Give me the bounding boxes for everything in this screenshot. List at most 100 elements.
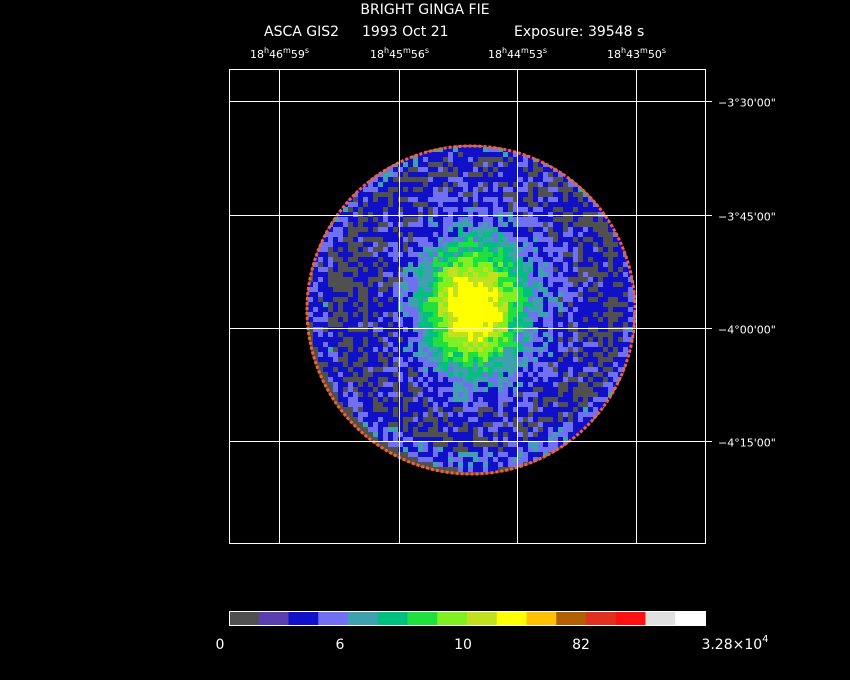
pixel: [498, 357, 503, 362]
pixel: [403, 382, 408, 387]
pixel: [543, 352, 548, 357]
pixel: [538, 312, 543, 317]
pixel: [493, 282, 498, 287]
pixel: [398, 407, 403, 412]
pixel: [608, 227, 613, 232]
pixel: [408, 432, 413, 437]
pixel: [398, 302, 403, 307]
pixel: [518, 432, 523, 437]
pixel: [493, 437, 498, 442]
pixel: [398, 427, 403, 432]
pixel: [548, 387, 553, 392]
pixel: [443, 407, 448, 412]
pixel: [508, 297, 513, 302]
pixel: [553, 172, 558, 177]
pixel: [568, 427, 573, 432]
dec-label: −3°30'00": [718, 97, 776, 110]
pixel: [518, 402, 523, 407]
pixel: [468, 267, 473, 272]
pixel: [638, 337, 643, 342]
pixel: [553, 447, 558, 452]
pixel: [423, 297, 428, 302]
pixel: [413, 382, 418, 387]
pixel: [323, 312, 328, 317]
pixel: [528, 397, 533, 402]
pixel: [553, 292, 558, 297]
pixel: [518, 337, 523, 342]
pixel: [403, 207, 408, 212]
pixel: [488, 362, 493, 367]
pixel: [418, 372, 423, 377]
pixel: [468, 202, 473, 207]
pixel: [468, 407, 473, 412]
pixel: [513, 187, 518, 192]
pixel: [603, 322, 608, 327]
pixel: [428, 382, 433, 387]
pixel: [378, 372, 383, 377]
pixel: [518, 147, 523, 152]
pixel: [448, 287, 453, 292]
pixel: [613, 382, 618, 387]
pixel: [543, 297, 548, 302]
pixel: [548, 222, 553, 227]
pixel: [468, 242, 473, 247]
pixel: [418, 377, 423, 382]
pixel: [478, 432, 483, 437]
pixel: [393, 327, 398, 332]
pixel: [393, 357, 398, 362]
pixel: [433, 192, 438, 197]
pixel: [368, 257, 373, 262]
pixel: [328, 297, 333, 302]
pixel: [523, 332, 528, 337]
pixel: [313, 322, 318, 327]
pixel: [413, 352, 418, 357]
pixel: [418, 267, 423, 272]
pixel: [408, 352, 413, 357]
pixel: [408, 337, 413, 342]
pixel: [413, 157, 418, 162]
pixel: [523, 322, 528, 327]
pixel: [413, 197, 418, 202]
pixel: [458, 242, 463, 247]
pixel: [463, 332, 468, 337]
pixel: [503, 462, 508, 467]
pixel: [483, 287, 488, 292]
pixel: [348, 252, 353, 257]
pixel: [523, 457, 528, 462]
pixel: [458, 352, 463, 357]
pixel: [578, 327, 583, 332]
pixel: [603, 372, 608, 377]
pixel: [388, 412, 393, 417]
pixel: [483, 387, 488, 392]
pixel: [553, 347, 558, 352]
pixel: [553, 192, 558, 197]
pixel: [598, 282, 603, 287]
pixel: [358, 257, 363, 262]
pixel: [518, 292, 523, 297]
pixel: [383, 277, 388, 282]
colorbar-swatch: [258, 611, 289, 625]
pixel: [613, 372, 618, 377]
pixel: [553, 297, 558, 302]
pixel: [473, 237, 478, 242]
pixel: [618, 332, 623, 337]
pixel: [458, 357, 463, 362]
pixel: [468, 417, 473, 422]
pixel: [423, 187, 428, 192]
pixel: [483, 197, 488, 202]
pixel: [518, 212, 523, 217]
pixel: [628, 297, 633, 302]
pixel: [508, 322, 513, 327]
pixel: [523, 447, 528, 452]
pixel: [328, 312, 333, 317]
pixel: [503, 337, 508, 342]
pixel: [438, 382, 443, 387]
pixel: [343, 347, 348, 352]
pixel: [503, 237, 508, 242]
pixel: [488, 232, 493, 237]
pixel: [568, 237, 573, 242]
pixel: [508, 357, 513, 362]
pixel: [508, 417, 513, 422]
pixel: [358, 412, 363, 417]
pixel: [448, 182, 453, 187]
